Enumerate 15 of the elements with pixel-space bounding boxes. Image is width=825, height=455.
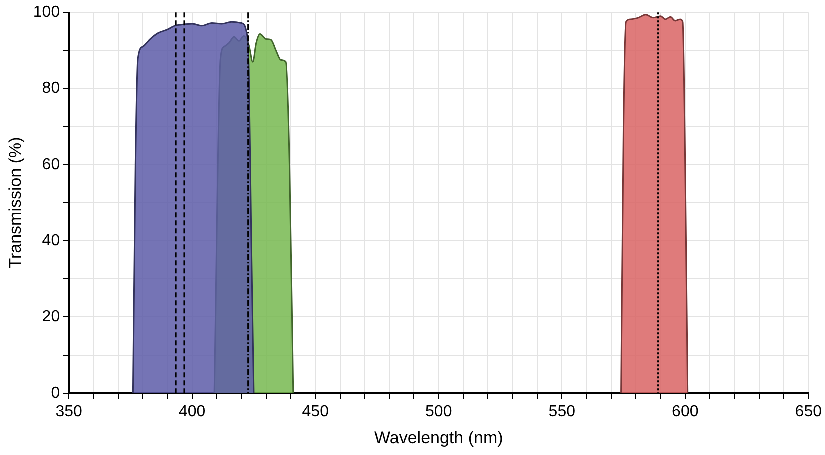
y-tick-label: 80 — [42, 80, 60, 98]
x-tick-label: 650 — [795, 403, 822, 420]
x-tick-label: 500 — [426, 403, 452, 420]
y-tick-label: 60 — [42, 156, 60, 174]
y-tick-label: 100 — [33, 4, 60, 22]
y-tick-label: 0 — [51, 384, 60, 402]
x-axis-title: Wavelength (nm) — [374, 428, 504, 448]
x-tick-label: 600 — [672, 403, 699, 420]
x-tick-label: 350 — [56, 403, 83, 420]
x-tick-label: 400 — [179, 403, 206, 420]
x-tick-label: 450 — [302, 403, 330, 420]
y-axis-title: Transmission (%) — [6, 137, 25, 269]
y-tick-label: 20 — [42, 308, 60, 326]
x-tick-label: 550 — [548, 403, 576, 420]
y-tick-label: 40 — [42, 232, 60, 250]
